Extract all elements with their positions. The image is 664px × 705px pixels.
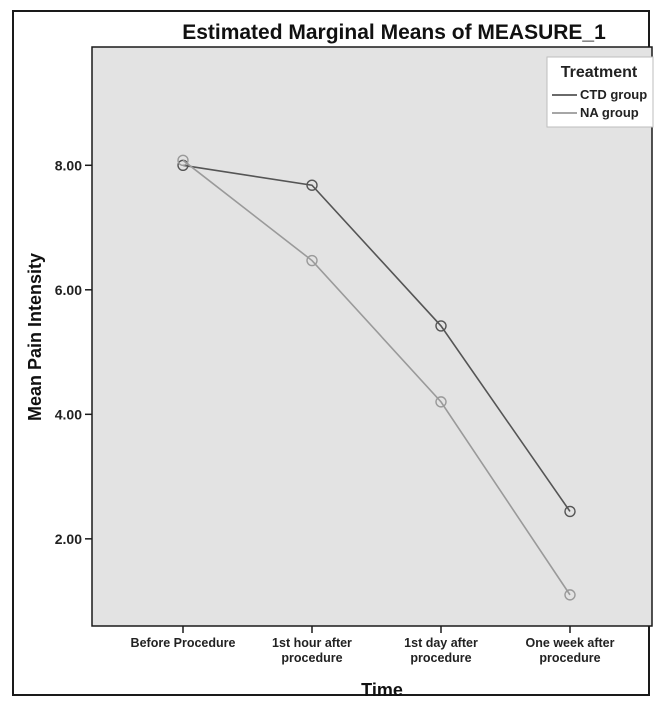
x-tick-label: 1st day after [404, 636, 478, 650]
x-tick-label: procedure [410, 651, 471, 665]
x-tick-label: 1st hour after [272, 636, 352, 650]
series-line-2 [182, 159, 571, 596]
series-layer [177, 154, 576, 601]
x-axis-label: Time [361, 680, 403, 700]
data-point [435, 320, 447, 332]
data-point [177, 159, 189, 171]
data-point [306, 254, 318, 267]
plot-area [91, 46, 653, 627]
legend-title: Treatment [561, 64, 638, 81]
legend-item-label: NA group [580, 105, 639, 120]
x-tick-label: Before Procedure [131, 636, 236, 650]
x-tick-label: procedure [539, 651, 600, 665]
data-point [177, 154, 189, 167]
data-point [306, 179, 318, 191]
x-tick-label: procedure [281, 651, 342, 665]
y-axis-label: Mean Pain Intensity [25, 253, 45, 421]
x-tick-label: One week after [526, 636, 615, 650]
x-axis: Before Procedure 1st hour afterprocedure1… [131, 626, 615, 665]
legend-box [546, 56, 654, 128]
series-line-1 [182, 164, 571, 512]
legend-item-label: CTD group [580, 87, 647, 102]
y-tick-label: 4.00 [55, 406, 82, 422]
y-tick-label: 2.00 [55, 531, 82, 547]
y-tick-label: 8.00 [55, 157, 82, 173]
legend: Treatment CTD group NA group [546, 56, 654, 128]
y-tick-label: 6.00 [55, 282, 82, 298]
data-point [435, 396, 447, 408]
data-point [564, 505, 576, 518]
y-axis: 2.00 4.00 6.00 8.00 [55, 157, 92, 547]
data-point [564, 589, 576, 601]
chart-title: Estimated Marginal Means of MEASURE_1 [182, 21, 606, 44]
